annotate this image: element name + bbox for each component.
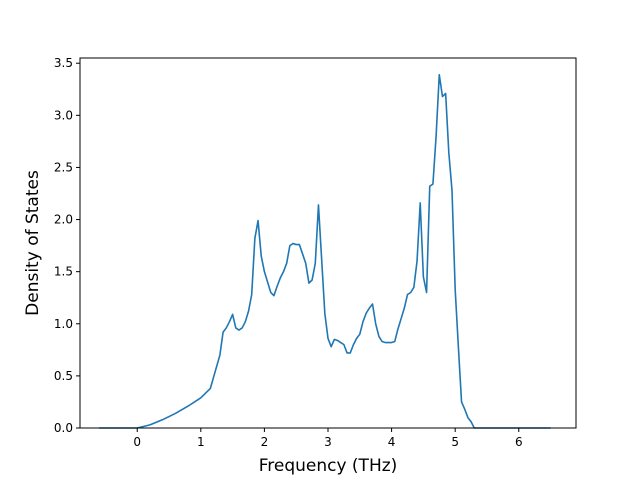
x-axis-label: Frequency (THz)	[259, 456, 398, 476]
x-tick-label: 1	[197, 435, 205, 449]
y-tick-label: 1.0	[54, 317, 73, 331]
series-line-0	[99, 73, 551, 429]
y-tick-label: 2.0	[54, 213, 73, 227]
y-ticks: 0.0 0.5 1.0 1.5 2.0 2.5 3.0 3.5	[54, 56, 80, 435]
x-tick-label: 4	[388, 435, 396, 449]
y-tick-label: 0.5	[54, 369, 73, 383]
x-tick-label: 2	[261, 435, 269, 449]
x-tick-label: 0	[133, 435, 141, 449]
y-axis-label: Density of States	[23, 170, 43, 316]
series-layer	[99, 73, 551, 429]
y-tick-label: 3.5	[54, 56, 73, 70]
y-tick-label: 1.5	[54, 265, 73, 279]
x-ticks: 0 1 2 3 4 5 6	[133, 428, 523, 449]
x-tick-label: 6	[515, 435, 523, 449]
x-tick-label: 5	[451, 435, 459, 449]
y-tick-label: 3.0	[54, 108, 73, 122]
y-tick-label: 2.5	[54, 160, 73, 174]
x-tick-label: 3	[324, 435, 332, 449]
y-tick-label: 0.0	[54, 421, 73, 435]
plot-background	[80, 58, 576, 428]
